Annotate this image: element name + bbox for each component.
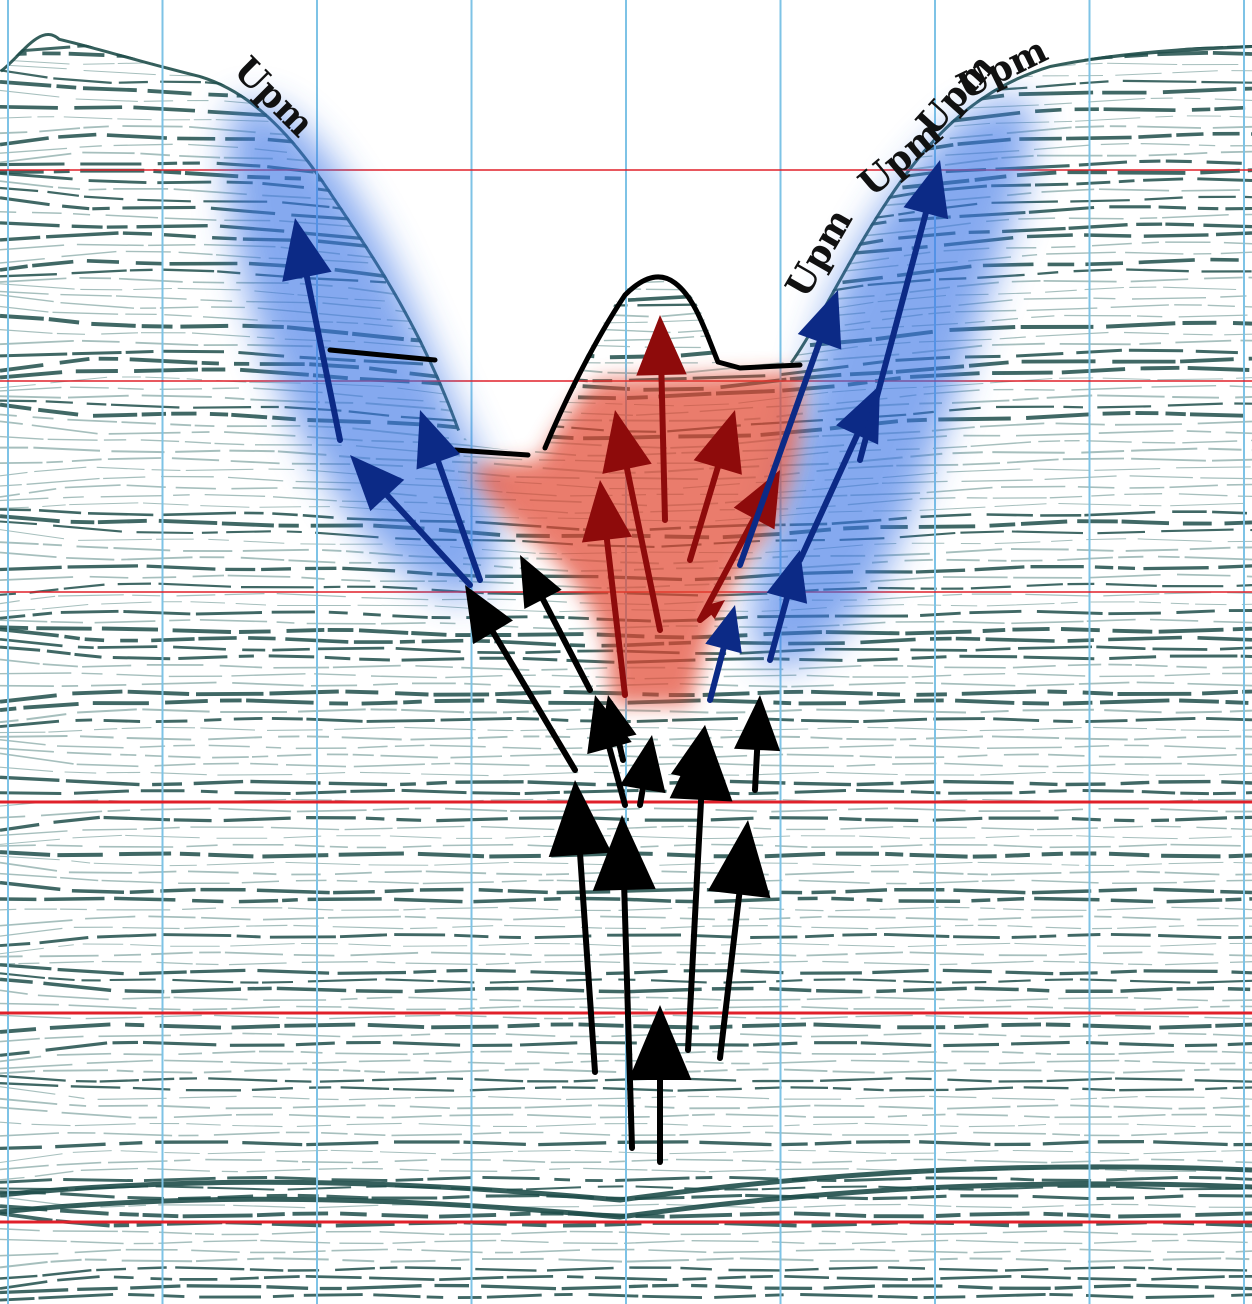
left-slope-bar	[327, 347, 438, 363]
reflector-line	[0, 681, 1252, 688]
flow-arrow	[687, 410, 742, 563]
flow-arrows	[282, 160, 949, 1165]
reflector-line	[0, 1292, 1252, 1302]
reflector-line	[0, 1248, 1252, 1257]
flow-arrow	[602, 410, 663, 633]
reflector-line	[0, 951, 1252, 958]
reflector-line	[0, 716, 1252, 729]
flow-arrow	[282, 218, 343, 443]
flow-arrow	[857, 160, 949, 463]
reflector-line	[0, 1175, 1252, 1184]
seafloor-right	[787, 42, 1252, 364]
reflector-line	[0, 658, 1252, 671]
reflector-line	[0, 1283, 1252, 1295]
vertical-grid-lines	[7, 0, 1245, 1304]
reflector-line	[0, 726, 1252, 734]
flow-arrow	[520, 555, 593, 693]
reflector-line	[0, 815, 1252, 832]
flow-arrow	[734, 695, 781, 793]
reflector-line	[0, 977, 1251, 994]
flow-arrow	[592, 815, 656, 1151]
flow-arrow	[350, 455, 473, 588]
flow-arrow	[619, 735, 666, 808]
reflector-line	[0, 972, 1252, 984]
flow-arrow	[737, 290, 842, 568]
reflector-line	[0, 861, 1252, 876]
reflector-line	[0, 1082, 1252, 1092]
reflector-line	[0, 257, 1239, 302]
reflector-line	[0, 880, 1252, 895]
flow-arrow	[416, 410, 483, 583]
flow-arrow	[548, 780, 612, 1075]
flow-arrow	[707, 820, 771, 1061]
reflector-line	[0, 348, 1238, 383]
flow-arrow	[766, 550, 808, 663]
reflector-line	[0, 1228, 1252, 1236]
reflector-line	[0, 1131, 1252, 1137]
reflector-line	[0, 1040, 1252, 1057]
flow-arrow	[599, 695, 637, 763]
reflector-line	[0, 1275, 1252, 1290]
reflector-line	[0, 1106, 1251, 1119]
reflector-line	[0, 1086, 1252, 1101]
left-shelf-edge	[452, 447, 531, 458]
flow-arrow	[636, 315, 687, 523]
reflector-line	[0, 850, 1252, 859]
flow-arrow	[628, 1005, 692, 1165]
reflector-line	[0, 1158, 1252, 1171]
reflector-line	[0, 942, 1252, 955]
strong-horizon	[0, 1181, 1252, 1220]
structure-outline	[327, 274, 803, 458]
reflector-line	[0, 104, 1246, 161]
reflector-line	[0, 59, 1239, 117]
reflector-line	[0, 1266, 1248, 1280]
strong-horizon	[0, 1164, 1252, 1203]
flow-arrow	[697, 600, 725, 623]
diapir-outline	[542, 274, 803, 451]
flow-arrow	[705, 605, 742, 703]
reflector-line	[0, 843, 1241, 849]
reflector-line	[0, 1139, 1252, 1151]
reflector-line	[0, 1149, 1252, 1163]
reflector-line	[0, 989, 1252, 1002]
reflector-line	[0, 1074, 1252, 1083]
reflector-line	[0, 747, 1252, 759]
reflector-line	[0, 1257, 1250, 1269]
flow-arrow	[670, 725, 717, 798]
flow-arrow	[581, 480, 632, 698]
flow-arrow	[465, 585, 578, 773]
reflector-line	[0, 1097, 1250, 1110]
blue-zone-right	[751, 98, 1032, 671]
reflector-line	[0, 896, 1252, 904]
reflector-line	[0, 1032, 1252, 1043]
reflector-line	[0, 739, 1252, 750]
reflector-line	[0, 807, 1252, 819]
reflector-line	[0, 1238, 1248, 1245]
